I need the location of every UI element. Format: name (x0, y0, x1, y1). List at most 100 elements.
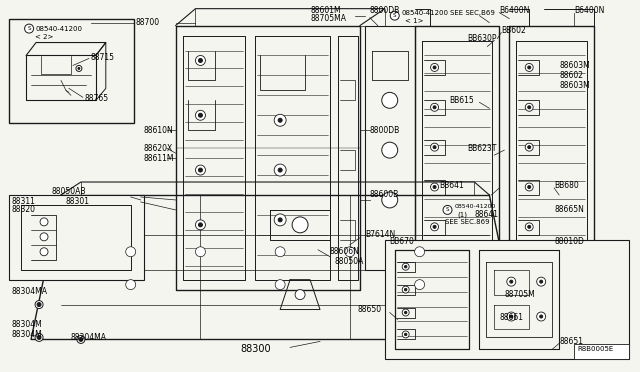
Circle shape (390, 11, 399, 20)
Circle shape (78, 67, 80, 70)
Circle shape (198, 223, 202, 227)
Text: 08540-41200: 08540-41200 (402, 10, 449, 16)
Circle shape (431, 143, 438, 151)
Text: 88603M: 88603M (559, 61, 590, 70)
Text: S: S (28, 26, 31, 31)
Text: 08540-41200: 08540-41200 (35, 26, 82, 32)
Circle shape (278, 118, 282, 122)
Text: 88611M: 88611M (143, 154, 174, 163)
Circle shape (345, 247, 355, 257)
Text: BB630P: BB630P (467, 34, 497, 43)
Circle shape (528, 225, 531, 228)
Text: S: S (446, 208, 449, 212)
Circle shape (274, 214, 286, 226)
Circle shape (433, 225, 436, 228)
Circle shape (525, 103, 533, 111)
Circle shape (35, 301, 43, 308)
Text: 88304M: 88304M (11, 320, 42, 329)
Circle shape (278, 168, 282, 172)
Text: 88603M: 88603M (559, 81, 590, 90)
Bar (9, 195, 143, 280)
Text: BB615: BB615 (449, 96, 474, 105)
Circle shape (415, 247, 424, 257)
Circle shape (528, 186, 531, 189)
Circle shape (415, 280, 424, 290)
Text: 88304M: 88304M (11, 330, 42, 339)
Circle shape (295, 290, 305, 299)
Text: BB680: BB680 (554, 180, 579, 189)
Text: 88311: 88311 (11, 198, 35, 206)
Circle shape (431, 183, 438, 191)
Text: 88010D: 88010D (554, 237, 584, 246)
Text: 88765: 88765 (85, 94, 109, 103)
Bar (9, 19, 134, 123)
Text: 88650: 88650 (358, 305, 382, 314)
Circle shape (195, 220, 205, 230)
Text: 88700: 88700 (136, 18, 160, 27)
Text: 88050A: 88050A (335, 257, 364, 266)
Text: B7614N: B7614N (365, 230, 395, 239)
Bar (385, 240, 629, 359)
Circle shape (525, 183, 533, 191)
Circle shape (528, 146, 531, 149)
Text: 88304MA: 88304MA (71, 333, 107, 342)
Circle shape (77, 336, 85, 343)
Circle shape (274, 114, 286, 126)
Text: 88610N: 88610N (143, 126, 173, 135)
Circle shape (404, 288, 407, 291)
Text: 88641: 88641 (474, 211, 499, 219)
Circle shape (528, 106, 531, 109)
Circle shape (274, 164, 286, 176)
Circle shape (125, 280, 136, 290)
Text: BB602: BB602 (501, 26, 526, 35)
Text: 08540-41200: 08540-41200 (454, 205, 496, 209)
Circle shape (443, 205, 452, 214)
Text: 88601M: 88601M (310, 6, 340, 15)
Text: R8B0005E: R8B0005E (577, 346, 613, 352)
Text: 88715: 88715 (91, 53, 115, 62)
Text: BB670: BB670 (390, 237, 415, 246)
Circle shape (40, 248, 48, 256)
Circle shape (510, 315, 513, 318)
Text: S: S (393, 13, 396, 18)
Circle shape (402, 309, 409, 316)
Circle shape (525, 64, 533, 71)
Circle shape (198, 168, 202, 172)
Circle shape (198, 113, 202, 117)
Text: BB623T: BB623T (467, 144, 497, 153)
Circle shape (292, 217, 308, 233)
Circle shape (275, 280, 285, 290)
Text: (1): (1) (458, 212, 467, 218)
Text: 88304MA: 88304MA (11, 287, 47, 296)
Circle shape (404, 311, 407, 314)
Circle shape (431, 64, 438, 71)
Circle shape (382, 192, 397, 208)
Text: 88606N: 88606N (330, 247, 360, 256)
Circle shape (35, 333, 43, 341)
Text: SEE SEC.B69: SEE SEC.B69 (449, 10, 494, 16)
Circle shape (525, 223, 533, 231)
Circle shape (431, 223, 438, 231)
Text: BB641: BB641 (440, 180, 464, 189)
Circle shape (510, 280, 513, 283)
Circle shape (79, 337, 83, 341)
Circle shape (431, 103, 438, 111)
Text: < 2>: < 2> (35, 33, 54, 39)
Circle shape (40, 218, 48, 226)
Circle shape (402, 331, 409, 338)
Circle shape (382, 92, 397, 108)
Circle shape (37, 336, 41, 339)
Circle shape (195, 55, 205, 65)
Circle shape (402, 263, 409, 270)
Circle shape (195, 247, 205, 257)
Circle shape (433, 66, 436, 69)
Text: 88320: 88320 (11, 205, 35, 214)
Text: 8800DB: 8800DB (370, 126, 400, 135)
Circle shape (507, 277, 516, 286)
Circle shape (402, 286, 409, 293)
Text: 88600B: 88600B (370, 190, 399, 199)
Circle shape (195, 165, 205, 175)
Circle shape (404, 266, 407, 268)
Circle shape (195, 110, 205, 120)
Circle shape (433, 146, 436, 149)
